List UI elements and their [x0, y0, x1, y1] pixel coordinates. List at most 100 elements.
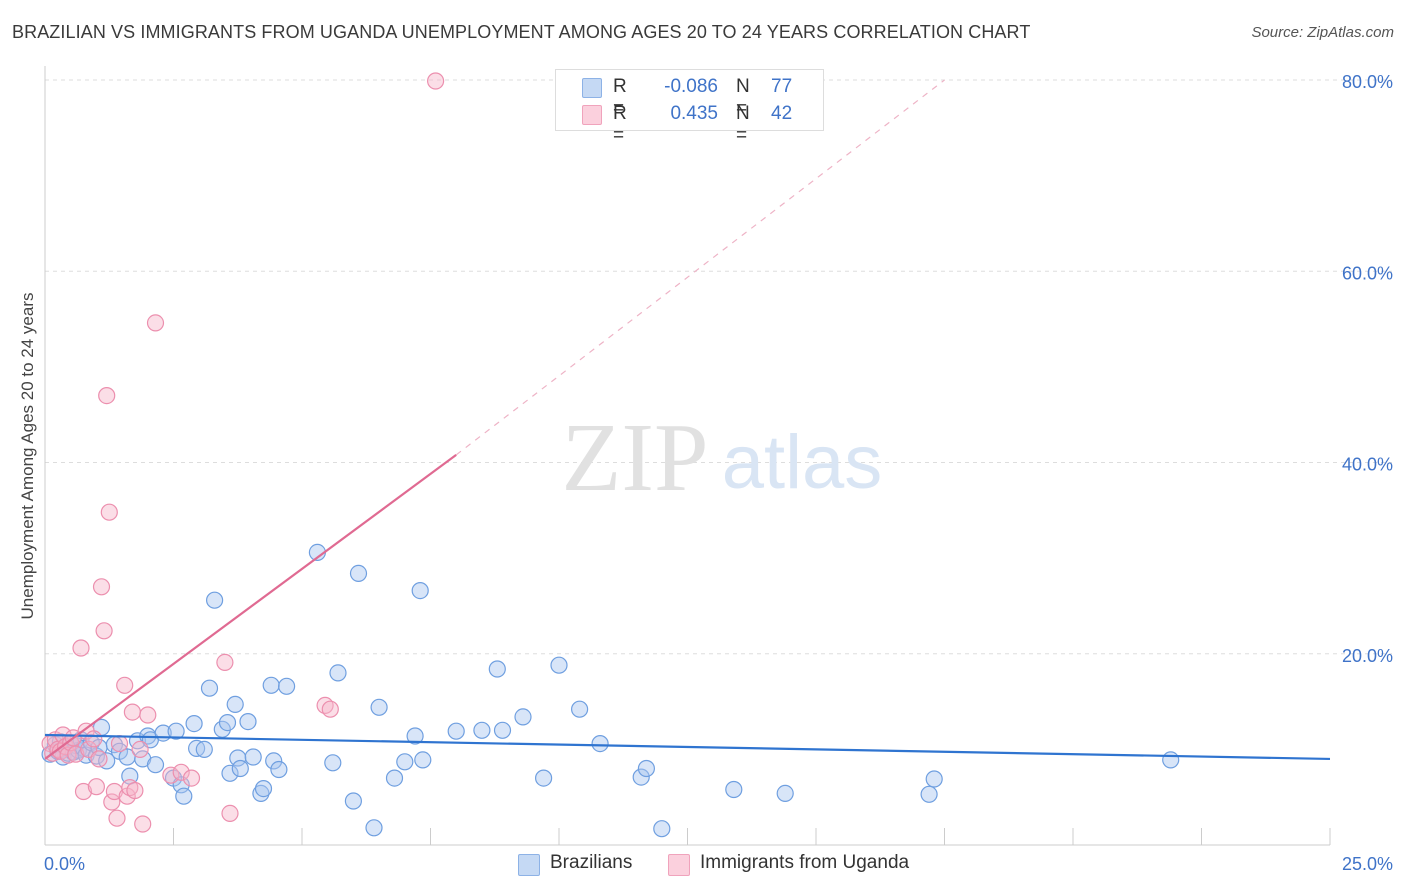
legend-n-value: 77: [771, 76, 793, 97]
brazilians-point: [534, 769, 553, 787]
uganda-point: [110, 734, 129, 753]
uganda-trend-line: [44, 453, 457, 760]
brazilians-point: [195, 740, 213, 759]
brazilians-point: [653, 820, 671, 838]
brazilians-point: [218, 713, 237, 732]
legend-swatch-brazilians: [582, 78, 602, 98]
legend-r-value: -0.086: [664, 76, 718, 97]
brazilians-point: [349, 564, 368, 583]
uganda-point: [216, 653, 234, 672]
brazilians-point: [239, 712, 257, 731]
legend-n-value: 42: [771, 103, 793, 124]
brazilians-point: [252, 784, 270, 803]
uganda-point: [146, 314, 165, 332]
uganda-point: [427, 72, 445, 90]
brazilians-point: [776, 784, 794, 803]
legend-r-label: R =: [613, 76, 627, 119]
brazilians-point: [925, 770, 943, 788]
y-tick-label: 20.0%: [1342, 646, 1393, 666]
brazilians-point: [206, 591, 224, 609]
uganda-point: [126, 781, 144, 800]
brazilians-point: [329, 664, 347, 682]
brazilians-point: [167, 722, 185, 740]
brazilians-point: [396, 753, 414, 771]
brazilians-point: [570, 700, 589, 718]
brazilians-point: [406, 727, 424, 745]
uganda-point: [90, 750, 108, 768]
uganda-point: [92, 578, 111, 596]
uganda-point: [182, 769, 201, 787]
uganda-point: [221, 804, 239, 823]
bottom-legend-swatch-uganda: [668, 854, 690, 876]
y-tick-label: 60.0%: [1342, 263, 1393, 283]
brazilians-point: [488, 660, 506, 678]
brazilians-point: [493, 721, 512, 739]
uganda-point: [116, 676, 134, 694]
uganda-point: [139, 706, 157, 724]
brazilians-point: [514, 708, 532, 726]
uganda-trend-extension: [455, 79, 945, 456]
tick-labels-layer: 20.0% 40.0% 60.0% 80.0% 0.0% 25.0%: [44, 72, 1393, 874]
brazilians-point: [254, 779, 273, 798]
uganda-point: [131, 740, 149, 759]
brazilians-point: [175, 787, 193, 805]
trend-layer: [44, 79, 1331, 761]
brazilians-point: [591, 734, 609, 753]
brazilians-point: [370, 698, 388, 716]
uganda-point: [172, 763, 190, 781]
legend-swatch-uganda: [582, 105, 602, 125]
uganda-point: [98, 387, 116, 405]
legend-n-label: N =: [736, 76, 750, 119]
brazilians-point: [550, 656, 568, 674]
y-tick-label: 80.0%: [1342, 72, 1393, 92]
brazilians-point: [278, 677, 296, 695]
grid-layer: [45, 79, 1392, 655]
uganda-point: [95, 622, 113, 640]
uganda-point: [121, 778, 139, 797]
correlation-legend: R = -0.086 N = 77 R = 0.435 N = 42: [555, 69, 824, 146]
brazilians-point: [200, 679, 219, 697]
uganda-point: [134, 815, 152, 833]
brazilians-point: [414, 751, 432, 769]
brazilians-point: [725, 780, 743, 799]
uganda-point: [72, 639, 90, 657]
brazilians-point: [262, 676, 280, 694]
x-tick-label: 0.0%: [44, 854, 85, 874]
bottom-legend-label-brazilians: Brazilians: [550, 852, 633, 873]
brazilians-point: [637, 759, 656, 778]
points-layer: [41, 72, 1180, 838]
y-tick-label: 40.0%: [1342, 455, 1393, 475]
brazilians-point: [920, 785, 938, 803]
uganda-point: [85, 730, 103, 748]
brazilians-trend-line: [44, 733, 1331, 761]
brazilians-point: [270, 760, 288, 779]
uganda-point: [74, 782, 93, 801]
legend-r-label: R =: [613, 103, 627, 146]
uganda-point: [87, 778, 106, 796]
brazilians-point: [473, 721, 491, 739]
legend-r-value: 0.435: [670, 103, 718, 124]
chart-title: BRAZILIAN VS IMMIGRANTS FROM UGANDA UNEM…: [12, 22, 1031, 42]
chart-source: Source: ZipAtlas.com: [1251, 24, 1394, 41]
brazilians-point: [324, 754, 342, 772]
brazilians-point: [447, 722, 465, 740]
uganda-point: [108, 809, 126, 827]
bottom-legend-swatch-brazilians: [518, 854, 540, 876]
brazilians-point: [365, 819, 383, 837]
brazilians-point: [221, 764, 239, 782]
brazilians-point: [411, 581, 429, 600]
legend-n-label: N =: [736, 103, 750, 146]
uganda-point: [162, 766, 180, 784]
bottom-legend-label-uganda: Immigrants from Uganda: [700, 852, 910, 873]
brazilians-point: [226, 695, 244, 714]
x-tick-label: 25.0%: [1342, 854, 1393, 874]
uganda-point: [103, 793, 121, 811]
watermark-zip: ZIP: [562, 404, 709, 512]
uganda-point: [123, 703, 141, 721]
brazilians-point: [1162, 751, 1180, 769]
brazilians-point: [385, 769, 404, 787]
uganda-point: [321, 700, 339, 718]
axis-layer: [44, 66, 1331, 846]
watermark-atlas: atlas: [722, 420, 883, 505]
